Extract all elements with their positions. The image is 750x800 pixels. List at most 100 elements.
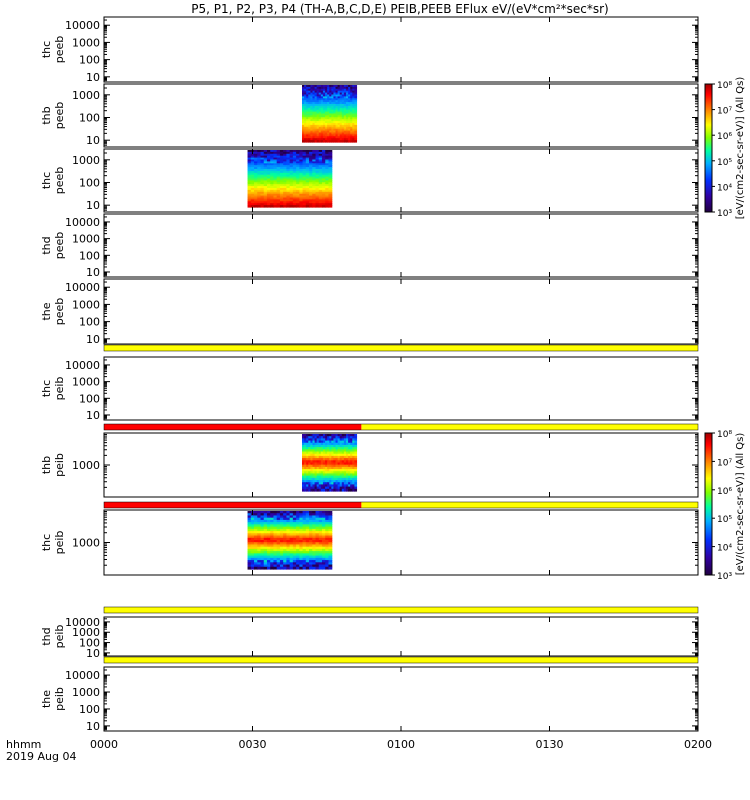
spectrogram-cell (263, 522, 268, 525)
y-tick-label: 1000 (72, 626, 100, 639)
spectrogram-cell (257, 159, 262, 162)
spectrogram-cell (289, 531, 294, 534)
spectrogram-cell (263, 555, 268, 559)
spectrogram-cell (302, 189, 307, 193)
spectrogram-cell (327, 480, 330, 483)
spectrogram-cell (263, 553, 268, 557)
spectrogram-cell (318, 161, 323, 164)
spectrogram-cell (302, 466, 305, 470)
spectrogram-cell (350, 453, 353, 457)
y-tick-label: 100 (79, 249, 100, 262)
spectrogram-cell (306, 128, 309, 132)
spectrogram-cell (254, 560, 258, 563)
spectrogram-cell (304, 130, 307, 134)
spectrogram-cell (352, 486, 355, 490)
spectrogram-cell (283, 557, 287, 561)
spectrogram-cell (302, 555, 307, 559)
spectrogram-cell (318, 528, 323, 532)
spectrogram-cell (250, 167, 255, 170)
spectrogram-cell (315, 167, 320, 170)
spectrogram-cell (312, 477, 316, 481)
spectrogram-cell (350, 132, 353, 135)
spectrogram-cell (306, 477, 309, 481)
spectrogram-cell (329, 92, 332, 96)
spectrogram-cell (296, 180, 300, 183)
spectrogram-cell (316, 466, 320, 470)
spectrogram-cell (270, 562, 275, 566)
spectrogram-cell (339, 88, 343, 92)
spectrogram-cell (350, 115, 353, 118)
spectrogram-cell (286, 169, 291, 172)
spectrogram-cell (279, 150, 284, 153)
spectrogram-cell (320, 96, 324, 99)
spectrogram-cell (325, 163, 330, 166)
spectrogram-cell (322, 471, 326, 475)
spectrogram-cell (308, 140, 311, 143)
spectrogram-cell (318, 466, 322, 470)
spectrogram-cell (286, 201, 291, 204)
spectrogram-cell (345, 123, 349, 126)
spectrogram-cell (321, 531, 326, 534)
spectrogram-cell (308, 480, 311, 483)
spectrogram-cell (309, 540, 313, 543)
spectrogram-cell (335, 105, 339, 109)
spectrogram-cell (341, 440, 345, 444)
spectrogram-cell (296, 540, 300, 543)
spectrogram-cell (312, 102, 316, 105)
spectrogram-cell (292, 551, 297, 554)
spectrogram-cell (318, 100, 322, 103)
spectrogram-cell (276, 184, 281, 187)
spectrogram-cell (279, 511, 284, 514)
spectrogram-cell (345, 488, 349, 492)
spectrogram-cell (325, 169, 330, 172)
spectrogram-cell (283, 522, 287, 525)
spectrogram-cell (350, 105, 353, 109)
spectrogram-cell (343, 453, 347, 457)
spectrogram-cell (296, 513, 300, 517)
spectrogram-cell (292, 533, 297, 537)
spectrogram-cell (327, 85, 330, 88)
spectrogram-cell (257, 176, 262, 180)
spectrogram-cell (321, 176, 326, 180)
spectrogram-cell (345, 436, 349, 439)
spectrogram-cell (302, 182, 307, 185)
spectrogram-cell (335, 136, 339, 139)
spectrogram-cell (266, 167, 271, 170)
spectrogram-cell (318, 180, 323, 183)
spectrogram-cell (339, 462, 343, 466)
spectrogram-cell (341, 130, 345, 134)
spectrogram-cell (309, 189, 313, 193)
spectrogram-cell (247, 522, 252, 525)
spectrogram-cell (322, 107, 326, 111)
spectrogram-cell (289, 519, 294, 523)
spectrogram-cell (343, 126, 347, 130)
spectrogram-cell (328, 519, 333, 523)
spectrogram-cell (312, 466, 316, 470)
spectrogram-cell (266, 540, 271, 543)
spectrogram-cell (325, 480, 328, 483)
spectrogram-cell (333, 436, 337, 439)
spectrogram-cell (354, 453, 358, 457)
spectrogram-cell (305, 169, 310, 172)
spectrogram-cell (289, 553, 294, 557)
spectrogram-cell (309, 564, 313, 568)
spectrogram-cell (289, 167, 294, 170)
spectrogram-cell (302, 535, 307, 539)
spectrogram-cell (339, 486, 343, 490)
spectrogram-cell (302, 130, 305, 134)
spectrogram-cell (322, 121, 326, 124)
spectrogram-cell (260, 515, 265, 519)
spectrogram-cell (327, 121, 330, 124)
spectrogram-cell (308, 449, 311, 453)
spectrogram-cell (312, 98, 316, 101)
y-tick-label: 10 (86, 409, 100, 422)
spectrogram-cell (320, 486, 324, 490)
spectrogram-cell (333, 107, 337, 111)
spectrogram-cell (345, 480, 349, 483)
spectrogram-cell (279, 167, 284, 170)
spectrogram-cell (314, 471, 318, 475)
spectrogram-cell (304, 436, 307, 439)
spectrogram-cell (348, 132, 351, 135)
spectrogram-cell (276, 170, 281, 174)
spectrogram-cell (325, 170, 330, 174)
